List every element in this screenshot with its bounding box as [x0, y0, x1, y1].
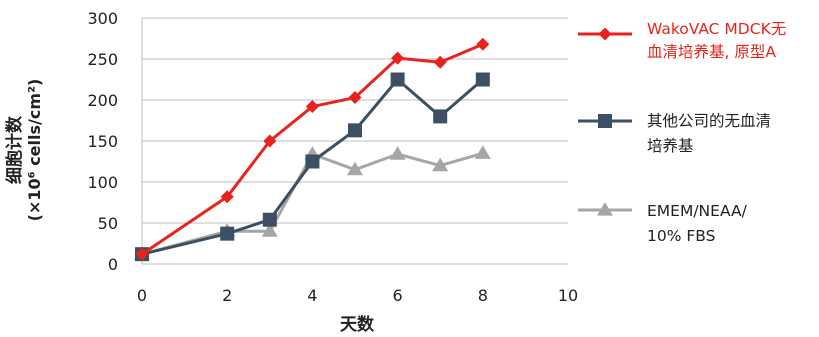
x-tick-label: 0: [137, 286, 147, 305]
legend-label: 其他公司的无血清: [647, 112, 771, 130]
legend-label: WakoVAC MDCK无: [647, 20, 786, 38]
axes: [141, 18, 568, 265]
data-point: [305, 154, 320, 169]
y-tick-label: 50: [98, 214, 118, 233]
data-point: [220, 190, 234, 204]
x-tick-label: 8: [478, 286, 488, 305]
y-axis-title-line-2: (×10⁶ cells/cm²): [25, 79, 44, 222]
data-point: [476, 37, 490, 51]
grid-lines: [142, 17, 568, 224]
series-square: [135, 72, 490, 262]
y-tick-labels: 0 50 100 150 200 250 300: [87, 9, 118, 274]
data-point: [433, 109, 448, 124]
x-tick-label: 4: [307, 286, 317, 305]
y-axis-title: 细胞计数 (×10⁶ cells/cm²): [4, 79, 44, 222]
legend-swatch-marker: [598, 114, 612, 128]
series-diamond: [135, 37, 490, 261]
y-tick-label: 100: [87, 173, 118, 192]
x-tick-labels: 0 2 4 6 8 10: [137, 286, 578, 305]
y-tick-label: 150: [87, 132, 118, 151]
x-tick-label: 2: [222, 286, 232, 305]
data-point: [391, 51, 405, 65]
data-point: [475, 72, 490, 87]
data-point: [263, 134, 277, 148]
data-point: [433, 55, 447, 69]
legend-label: 培养基: [647, 137, 694, 155]
legend-label: 血清培养基, 原型A: [647, 43, 776, 61]
x-tick-label: 10: [558, 286, 578, 305]
data-point: [390, 72, 405, 87]
legend-swatch-marker: [598, 27, 612, 41]
legend-entry: EMEM/NEAA/10% FBS: [578, 202, 748, 245]
data-point: [432, 157, 449, 172]
data-point: [262, 212, 277, 227]
data-point: [220, 226, 235, 241]
data-point: [389, 146, 406, 160]
series-line: [141, 78, 484, 256]
y-tick-label: 200: [87, 91, 118, 110]
y-tick-label: 250: [87, 50, 118, 69]
data-point: [474, 145, 491, 159]
data-point: [348, 123, 362, 138]
y-tick-label: 0: [108, 255, 118, 274]
data-point: [348, 91, 362, 105]
data-point: [347, 161, 363, 176]
data-point: [135, 247, 149, 261]
legend-swatch-marker: [597, 202, 613, 216]
data-point: [305, 100, 319, 114]
data-point: [261, 223, 278, 237]
x-axis-title: 天数: [340, 314, 375, 335]
y-tick-label: 300: [87, 9, 118, 28]
series-line: [141, 42, 484, 256]
legend-label: 10% FBS: [647, 227, 716, 245]
y-axis-title-line-1: 细胞计数: [4, 115, 25, 184]
series-layer: [134, 37, 491, 262]
legend-label: EMEM/NEAA/: [647, 202, 748, 220]
x-tick-label: 6: [393, 286, 403, 305]
